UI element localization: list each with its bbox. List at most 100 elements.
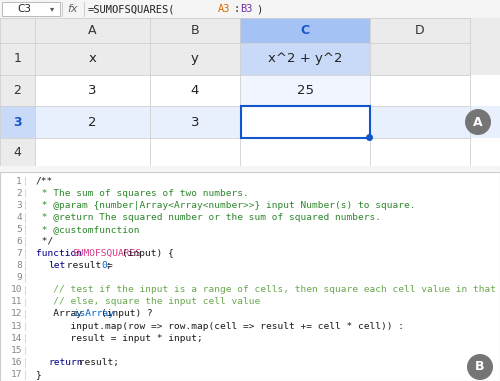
Text: 1: 1	[14, 53, 22, 66]
Text: A3: A3	[218, 4, 230, 14]
Bar	[0, 43, 35, 75]
Bar	[470, 138, 500, 166]
Text: ): )	[256, 4, 262, 14]
Circle shape	[465, 109, 491, 135]
Text: B3: B3	[240, 4, 252, 14]
Text: // test if the input is a range of cells, then square each cell value in that ra: // test if the input is a range of cells…	[36, 285, 500, 294]
Circle shape	[467, 354, 493, 380]
Text: =SUMOFSQUARES(: =SUMOFSQUARES(	[88, 4, 176, 14]
Text: 3: 3	[191, 115, 199, 128]
Text: 2: 2	[16, 189, 22, 198]
Text: 5: 5	[16, 225, 22, 234]
Text: 9: 9	[16, 273, 22, 282]
Bar	[150, 75, 240, 106]
Text: let: let	[48, 261, 66, 270]
Text: A: A	[473, 115, 483, 128]
Text: 13: 13	[10, 322, 22, 331]
Text: y: y	[191, 53, 199, 66]
Text: C3: C3	[17, 4, 31, 14]
Bar	[0, 138, 35, 166]
Text: 11: 11	[10, 297, 22, 306]
Text: 3: 3	[16, 201, 22, 210]
Text: * @param {number|Array<Array<number>>} input Number(s) to square.: * @param {number|Array<Array<number>>} i…	[36, 201, 416, 210]
Text: 4: 4	[14, 146, 22, 158]
Bar	[470, 18, 500, 43]
Bar	[470, 75, 500, 106]
Bar	[150, 43, 240, 75]
Bar	[35, 75, 150, 106]
Text: 14: 14	[10, 334, 22, 343]
Text: 3: 3	[13, 115, 22, 128]
Text: Array: Array	[36, 309, 82, 319]
Text: 4: 4	[191, 84, 199, 97]
Bar	[0, 18, 35, 43]
Text: ▾: ▾	[50, 5, 54, 13]
Text: * @return The squared number or the sum of squared numbers.: * @return The squared number or the sum …	[36, 213, 381, 222]
Text: 4: 4	[16, 213, 22, 222]
Bar	[370, 18, 470, 43]
Text: result;: result;	[73, 358, 119, 367]
Text: }: }	[36, 370, 42, 379]
Text: 25: 25	[296, 84, 314, 97]
Bar	[240, 138, 370, 166]
Text: 15: 15	[10, 346, 22, 355]
Bar	[150, 138, 240, 166]
Bar	[370, 106, 470, 138]
Text: 2: 2	[88, 115, 97, 128]
Bar	[150, 18, 240, 43]
Text: .isArray: .isArray	[68, 309, 114, 319]
Text: result = input * input;: result = input * input;	[36, 334, 203, 343]
Text: 16: 16	[10, 358, 22, 367]
Text: D: D	[415, 24, 425, 37]
Text: return: return	[48, 358, 83, 367]
Text: fx: fx	[67, 4, 77, 14]
Bar	[370, 43, 470, 75]
Text: /**: /**	[36, 176, 53, 186]
Bar	[0, 75, 35, 106]
Text: x: x	[88, 53, 96, 66]
Text: B: B	[190, 24, 200, 37]
Text: result =: result =	[60, 261, 118, 270]
Text: 2: 2	[14, 84, 22, 97]
Text: 10: 10	[10, 285, 22, 294]
Text: C: C	[300, 24, 310, 37]
Bar	[240, 107, 370, 138]
Text: A: A	[88, 24, 97, 37]
Bar	[240, 43, 370, 75]
Text: x^2 + y^2: x^2 + y^2	[268, 53, 342, 66]
Bar	[240, 106, 370, 138]
Text: ;: ;	[106, 261, 111, 270]
Text: input.map(row => row.map(cell => result += cell * cell)) :: input.map(row => row.map(cell => result …	[36, 322, 404, 331]
Text: 8: 8	[16, 261, 22, 270]
Bar	[35, 18, 150, 43]
Bar	[470, 106, 500, 138]
Text: B: B	[475, 360, 485, 373]
Text: 6: 6	[16, 237, 22, 246]
Bar	[35, 106, 150, 138]
Text: :: :	[234, 4, 240, 14]
Text: 7: 7	[16, 249, 22, 258]
Bar	[370, 138, 470, 166]
Text: 3: 3	[88, 84, 97, 97]
Text: 13: 13	[296, 115, 314, 128]
Text: SUMOFSQUARES: SUMOFSQUARES	[73, 249, 142, 258]
Bar	[240, 75, 370, 106]
Text: 0: 0	[102, 261, 107, 270]
Bar	[240, 18, 370, 43]
Bar	[470, 43, 500, 75]
Text: * The sum of squares of two numbers.: * The sum of squares of two numbers.	[36, 189, 249, 198]
Text: 17: 17	[10, 370, 22, 379]
Bar	[2, 2, 60, 16]
Text: (input) {: (input) {	[122, 249, 174, 258]
Bar	[150, 106, 240, 138]
Text: function: function	[36, 249, 88, 258]
Text: 1: 1	[16, 176, 22, 186]
Bar	[35, 138, 150, 166]
Text: 12: 12	[10, 309, 22, 319]
Text: // else, square the input cell value: // else, square the input cell value	[36, 297, 260, 306]
Bar	[0, 106, 35, 138]
Bar	[35, 43, 150, 75]
Bar	[370, 75, 470, 106]
Text: (input) ?: (input) ?	[102, 309, 153, 319]
Text: */: */	[36, 237, 53, 246]
